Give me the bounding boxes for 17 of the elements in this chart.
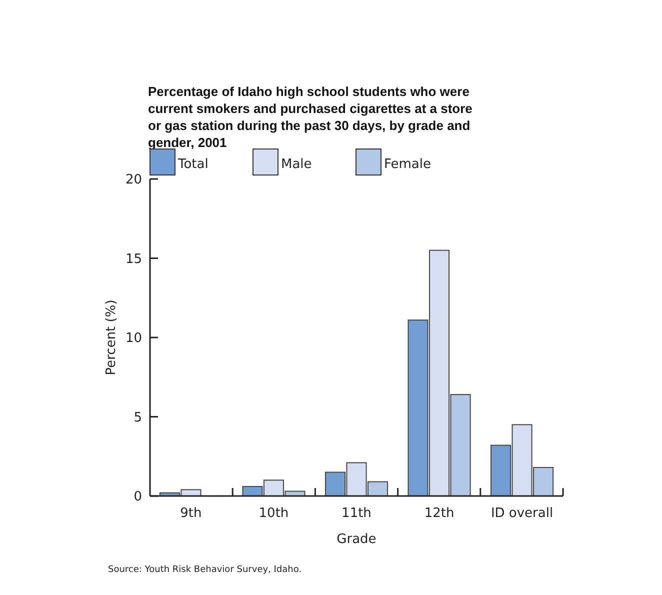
legend-label: Male bbox=[281, 157, 312, 172]
legend-label: Female bbox=[384, 157, 432, 172]
y-tick-label: 0 bbox=[134, 490, 142, 505]
legend-label: Total bbox=[177, 157, 208, 172]
y-tick-label: 15 bbox=[125, 252, 142, 267]
y-tick-label: 20 bbox=[125, 172, 142, 188]
y-tick-label: 10 bbox=[125, 331, 142, 346]
source-note: Source: Youth Risk Behavior Survey, Idaho. bbox=[108, 565, 302, 575]
x-tick-label: ID overall bbox=[490, 506, 554, 521]
x-tick-label: 12th bbox=[424, 506, 454, 521]
y-axis-title: Percent (%) bbox=[104, 300, 119, 376]
y-tick-label: 5 bbox=[134, 410, 142, 426]
x-tick-label: 11th bbox=[342, 506, 372, 521]
chart-title: Percentage of Idaho high school students who were current smokers and purchased cigarettes at a store or gas station during the past 30 days, by grade and gender, 2001 bbox=[148, 84, 472, 150]
x-tick-label: 10th bbox=[258, 506, 289, 521]
x-tick-label: 9th bbox=[180, 506, 202, 521]
x-axis-title: Grade bbox=[336, 532, 376, 547]
